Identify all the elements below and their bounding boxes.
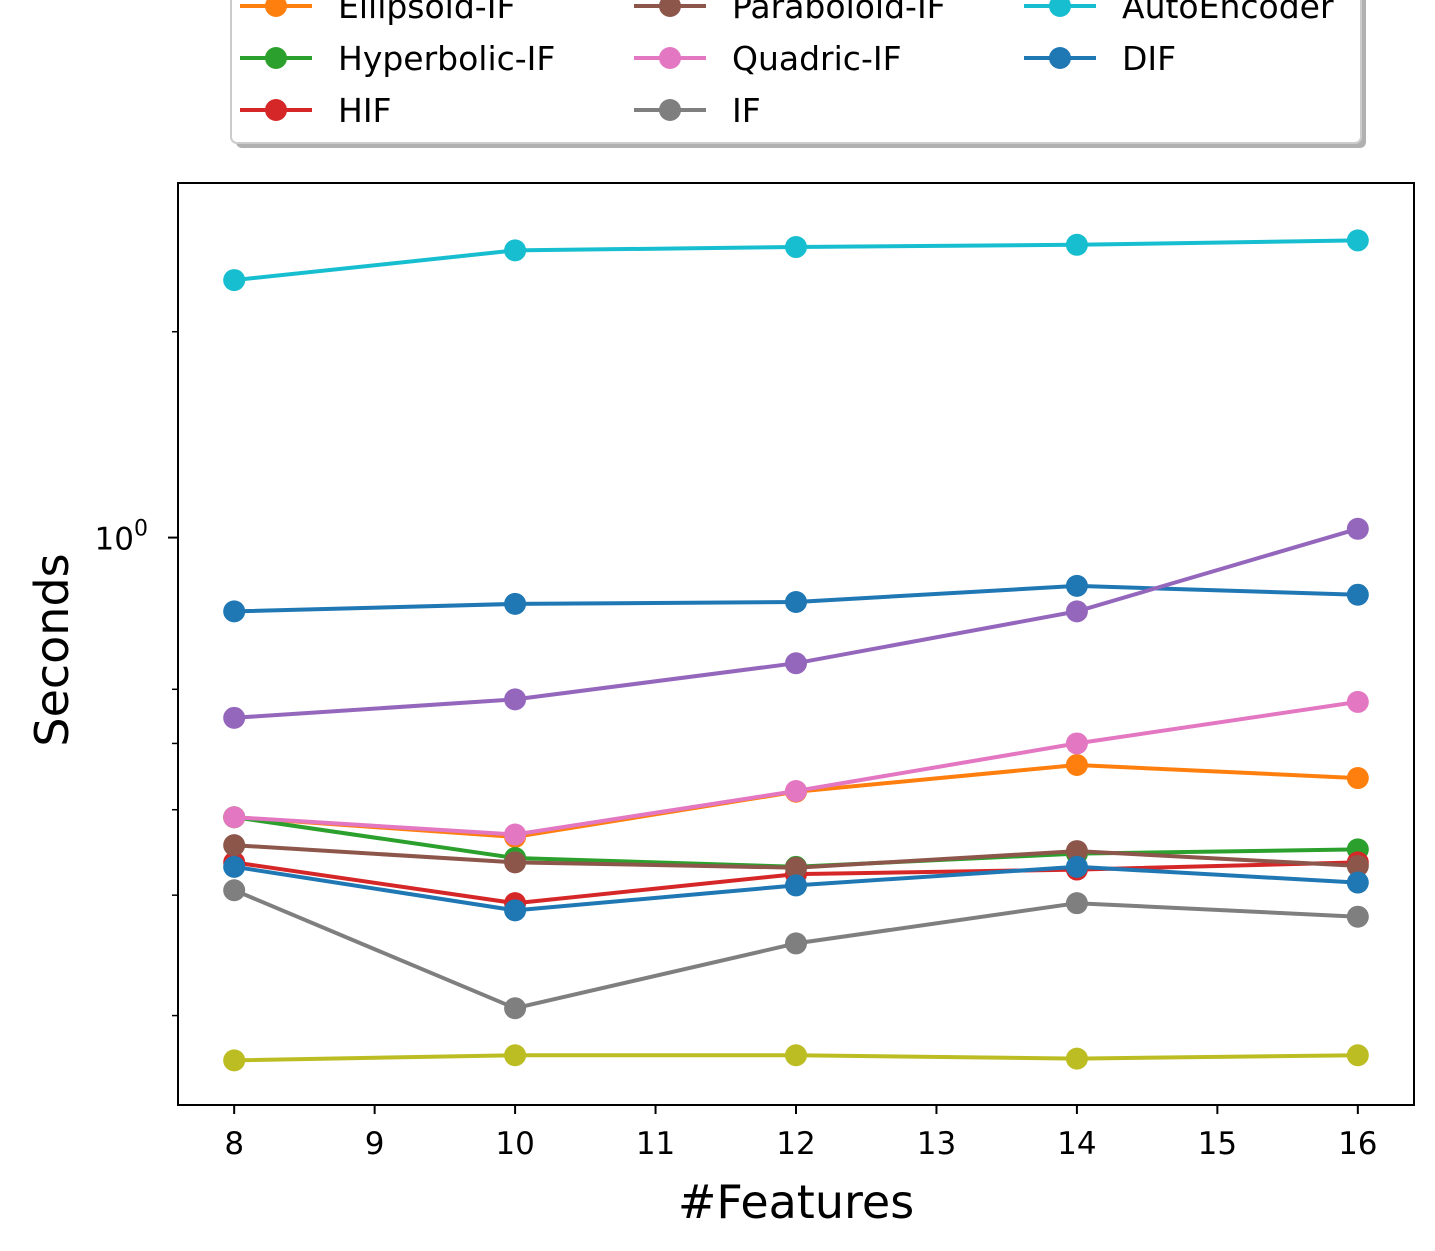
data-point <box>504 239 527 262</box>
legend-marker <box>659 0 681 17</box>
legend-label: AutoEncoder <box>1122 0 1334 26</box>
data-point <box>1065 600 1088 623</box>
legend-marker <box>659 47 681 69</box>
legend-label: HIF <box>338 91 392 130</box>
x-tick-label: 15 <box>1198 1126 1237 1162</box>
y-axis-label: Seconds <box>25 553 79 746</box>
x-tick-label: 8 <box>224 1126 244 1162</box>
legend: Ellipsoid-IF Hyperbolic-IF HIF Paraboloid-I… <box>230 0 1366 148</box>
data-point <box>223 706 246 729</box>
legend-entry: Quadric-IF <box>634 39 902 78</box>
data-point <box>1065 892 1088 915</box>
x-tick-label: 14 <box>1057 1126 1096 1162</box>
x-tick-label: 9 <box>365 1126 385 1162</box>
legend-label: DIF <box>1122 39 1176 78</box>
x-tick-label: 12 <box>776 1126 815 1162</box>
data-point <box>785 856 807 879</box>
data-point <box>223 806 246 829</box>
legend-marker <box>265 0 287 17</box>
data-point <box>1346 583 1369 606</box>
legend-marker <box>659 99 681 121</box>
data-point <box>785 236 807 259</box>
x-tick-label: 11 <box>636 1126 675 1162</box>
legend-entry: Ellipsoid-IF <box>240 0 515 26</box>
data-point <box>785 780 807 803</box>
data-point <box>223 600 246 623</box>
data-point <box>1065 233 1088 256</box>
data-point <box>1346 517 1369 540</box>
y-tick-label: 100 <box>95 517 148 558</box>
data-point <box>504 592 527 615</box>
data-point <box>1346 767 1369 790</box>
data-point <box>1346 854 1369 877</box>
legend-marker <box>265 47 287 69</box>
x-tick-label: 10 <box>495 1126 534 1162</box>
data-point <box>504 899 527 922</box>
data-point <box>1346 905 1369 928</box>
legend-entry: DIF <box>1024 39 1176 78</box>
x-axis: 8 9 10 11 12 13 14 15 16 <box>224 1105 1378 1162</box>
series-paraboloid-if <box>223 834 1369 879</box>
data-point <box>1065 1047 1088 1070</box>
legend-entry: Paraboloid-IF <box>634 0 946 26</box>
data-point <box>223 269 246 292</box>
data-point <box>504 997 527 1020</box>
series-unlabeled-9 <box>223 1044 1369 1072</box>
series-quadric-if <box>223 690 1369 846</box>
legend-entry: IF <box>634 91 761 130</box>
x-axis-label: #Features <box>678 1175 914 1229</box>
data-point <box>1065 753 1088 776</box>
data-point <box>504 823 527 846</box>
legend-label: Quadric-IF <box>732 39 902 78</box>
data-point <box>785 652 807 675</box>
data-point <box>504 1044 527 1067</box>
data-point <box>223 834 246 857</box>
data-point <box>504 688 527 711</box>
data-point <box>223 855 246 878</box>
data-point <box>1065 574 1088 597</box>
legend-marker <box>265 99 287 121</box>
data-point <box>1346 1044 1369 1067</box>
series-unlabeled-8 <box>223 517 1369 729</box>
legend-label: IF <box>732 91 761 130</box>
series-unlabeled-10 <box>223 855 1369 922</box>
data-point <box>785 591 807 614</box>
data-point <box>785 874 807 897</box>
legend-frame <box>230 0 1362 144</box>
data-point <box>1346 690 1369 713</box>
data-point <box>785 1044 807 1067</box>
data-point <box>1065 732 1088 755</box>
legend-label: Paraboloid-IF <box>732 0 946 26</box>
data-point <box>504 851 527 874</box>
data-point <box>1065 840 1088 863</box>
legend-entry: HIF <box>240 91 392 130</box>
legend-marker <box>1049 0 1071 17</box>
x-tick-label: 16 <box>1338 1126 1377 1162</box>
data-point <box>1346 871 1369 894</box>
legend-label: Ellipsoid-IF <box>338 0 515 26</box>
data-point <box>1065 855 1088 878</box>
x-tick-label: 13 <box>917 1126 956 1162</box>
series-autoencoder <box>223 229 1369 292</box>
series-dif <box>223 574 1369 623</box>
data-point <box>223 879 246 902</box>
legend-label: Hyperbolic-IF <box>338 39 555 78</box>
legend-entry: AutoEncoder <box>1024 0 1334 26</box>
data-point <box>785 932 807 955</box>
series-if <box>223 879 1369 1020</box>
y-axis: 100 <box>95 330 178 1017</box>
plot-area <box>177 182 1415 1106</box>
series-layer <box>223 229 1369 1072</box>
legend-entry: Hyperbolic-IF <box>240 39 555 78</box>
data-point <box>223 1049 246 1072</box>
data-point <box>1346 229 1369 252</box>
legend-marker <box>1049 47 1071 69</box>
